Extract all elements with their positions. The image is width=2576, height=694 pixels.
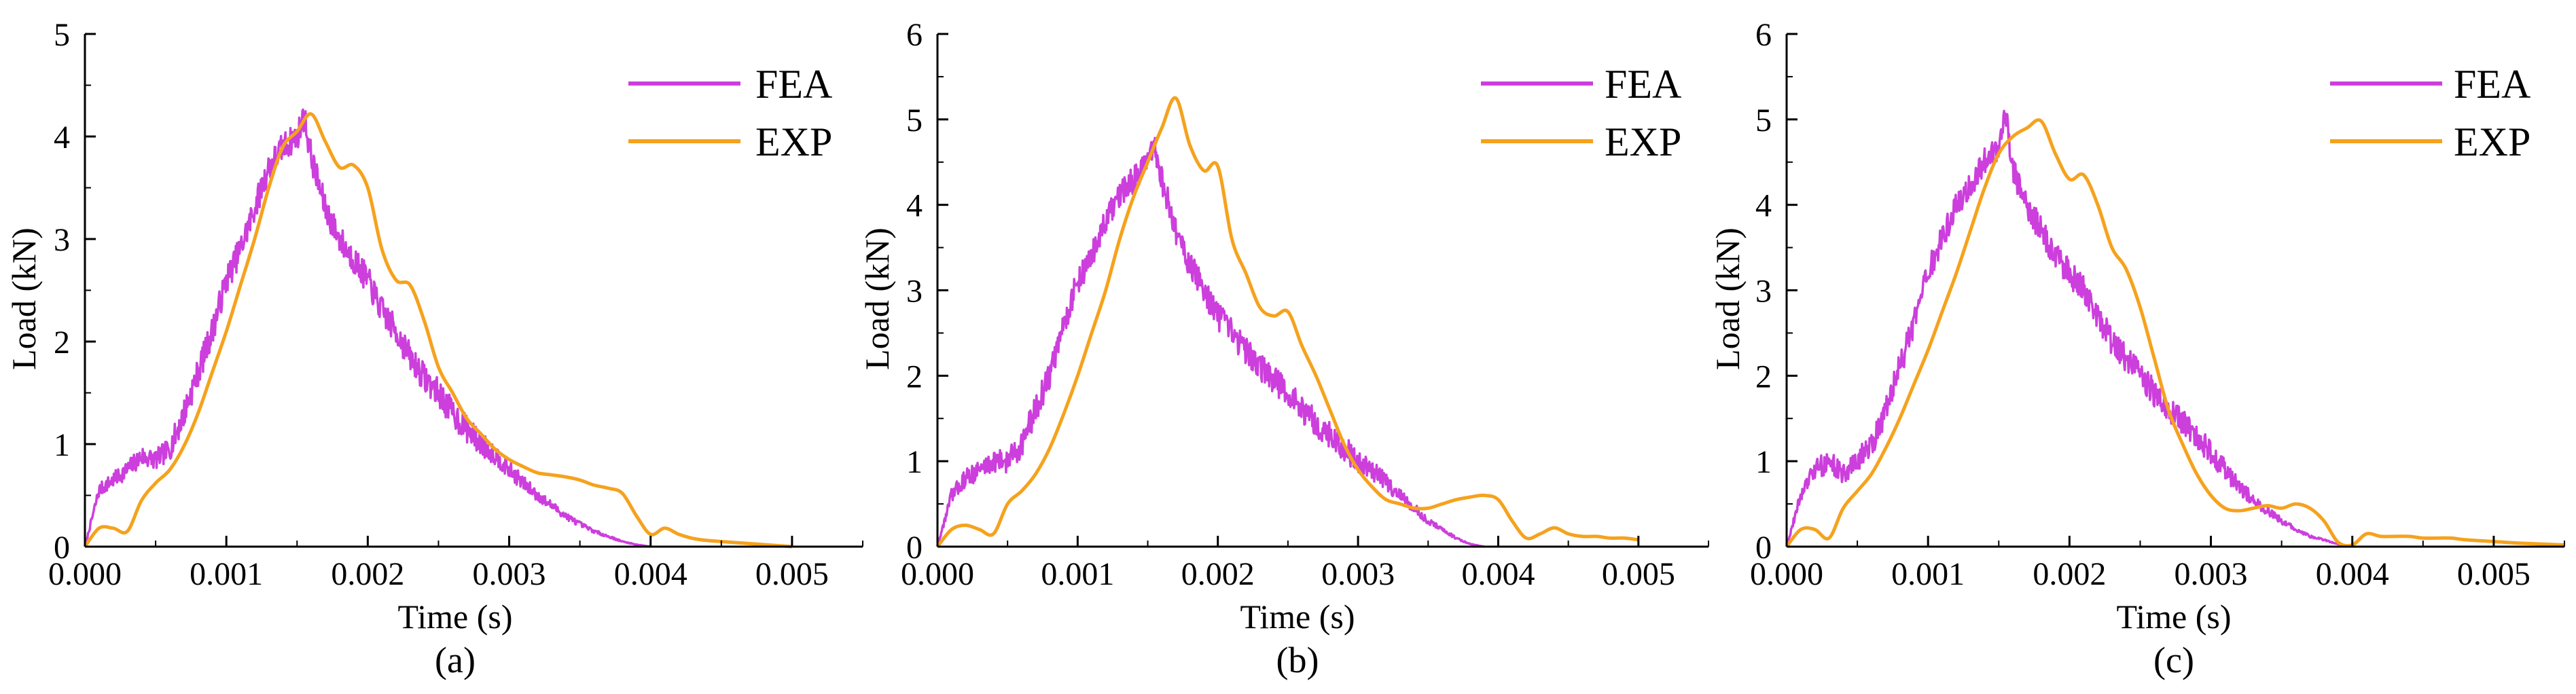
- series-fea-a: [84, 108, 651, 548]
- panel-c: 0.000 0.001 0.002 0.003 0.004 0.005 0 1 2 3 4 5 6 Lo…: [1709, 17, 2565, 680]
- x-tick-label-c: 0.005: [2457, 556, 2530, 592]
- x-tick-label-c: 0.003: [2175, 556, 2248, 592]
- x-tick-label-c: 0.002: [2033, 556, 2106, 592]
- x-tick-label-a: 0.001: [190, 556, 263, 592]
- y-tick-label-b: 6: [906, 17, 923, 53]
- y-tick-label-a: 1: [54, 427, 70, 463]
- x-tick-label-a: 0.005: [755, 556, 829, 592]
- legend-label-exp: EXP: [1605, 120, 1681, 164]
- panel-b: 0.000 0.001 0.002 0.003 0.004 0.005 0 1 2 3 4 5 6 Lo…: [858, 17, 1709, 680]
- series-exp-a: [83, 112, 793, 549]
- y-tick-label-a: 4: [54, 120, 70, 156]
- y-tick-label-c: 6: [1755, 17, 1772, 53]
- x-tick-label-b: 0.003: [1321, 556, 1395, 592]
- series-fea-c: [1785, 109, 2353, 548]
- xlabel-c: Time (s): [2116, 598, 2231, 636]
- y-tick-label-c: 5: [1755, 103, 1772, 139]
- xlabel-b: Time (s): [1240, 598, 1355, 636]
- y-tick-label-c: 3: [1755, 274, 1772, 310]
- ylabel-a: Load (kN): [5, 227, 43, 370]
- xlabel-a: Time (s): [397, 598, 512, 636]
- x-tick-label-c: 0.004: [2316, 556, 2389, 592]
- y-tick-label-b: 4: [906, 188, 923, 224]
- panel-label-a: (a): [435, 640, 476, 680]
- legend-label-fea: FEA: [2454, 62, 2530, 107]
- x-tick-label-b: 0.001: [1041, 556, 1114, 592]
- y-tick-label-a: 0: [54, 530, 70, 566]
- panel-label-c: (c): [2153, 640, 2194, 680]
- x-tick-label-a: 0.000: [48, 556, 122, 592]
- panel-a: 0.000 0.001 0.002 0.003 0.004 0.005 0 1 2 3 4 5 Loa…: [5, 17, 863, 680]
- panel-label-b: (b): [1276, 640, 1319, 680]
- legend-label-exp: EXP: [755, 120, 832, 164]
- x-tick-label-b: 0.000: [901, 556, 974, 592]
- y-tick-label-b: 2: [906, 359, 923, 395]
- ylabel-b: Load (kN): [858, 227, 896, 370]
- x-tick-label-c: 0.001: [1891, 556, 1965, 592]
- x-tick-label-a: 0.003: [473, 556, 546, 592]
- series-exp-b: [936, 96, 1639, 548]
- y-tick-label-a: 2: [54, 325, 70, 361]
- x-tick-label-b: 0.004: [1461, 556, 1535, 592]
- y-tick-label-a: 3: [54, 222, 70, 258]
- x-tick-label-c: 0.000: [1750, 556, 1823, 592]
- x-tick-label-a: 0.002: [331, 556, 404, 592]
- y-tick-label-b: 3: [906, 274, 923, 310]
- x-tick-label-b: 0.005: [1602, 556, 1675, 592]
- legend-label-fea: FEA: [1605, 62, 1681, 107]
- y-tick-label-b: 0: [906, 530, 923, 566]
- y-tick-label-c: 0: [1755, 530, 1772, 566]
- y-tick-label-a: 5: [54, 17, 70, 53]
- y-tick-label-c: 4: [1755, 188, 1772, 224]
- series-fea-b: [936, 136, 1485, 548]
- y-tick-label-c: 2: [1755, 359, 1772, 395]
- y-tick-label-b: 1: [906, 444, 923, 480]
- series-exp-c: [1785, 118, 2565, 548]
- y-tick-label-b: 5: [906, 103, 923, 139]
- ylabel-c: Load (kN): [1709, 227, 1747, 370]
- x-tick-label-a: 0.004: [614, 556, 687, 592]
- legend-label-exp: EXP: [2454, 120, 2530, 164]
- y-tick-label-c: 1: [1755, 444, 1772, 480]
- x-tick-label-b: 0.002: [1181, 556, 1255, 592]
- legend-label-fea: FEA: [755, 62, 832, 107]
